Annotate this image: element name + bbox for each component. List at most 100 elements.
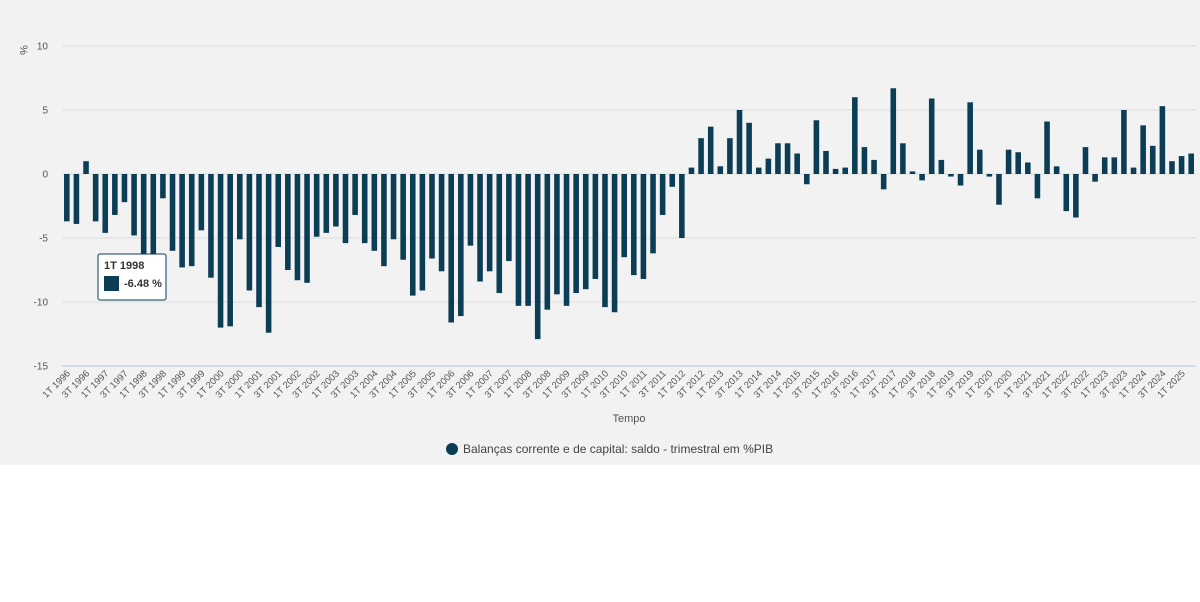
- bar[interactable]: 3T 2009: -9: [582, 174, 589, 290]
- bar[interactable]: 3T 2007: -6.8: [506, 174, 512, 262]
- bar[interactable]: 1T 2011: -8.2: [640, 174, 647, 279]
- bar[interactable]: 3T 1999: -4.4: [198, 174, 205, 231]
- bar[interactable]: 3T 2006: -5.6: [467, 174, 474, 246]
- bar[interactable]: 4T 2019: 1.9: [976, 149, 983, 174]
- bar[interactable]: 3T 2014: 2.4: [775, 143, 781, 174]
- bar[interactable]: 4T 2001: -7.5: [285, 174, 291, 270]
- bar[interactable]: 4T 2016: 2.1: [861, 147, 868, 174]
- bar[interactable]: 3T 2024: 5.3: [1159, 106, 1166, 174]
- bar[interactable]: 1T 2012: -5: [679, 174, 685, 238]
- bar[interactable]: 2T 2007: -9.3: [496, 174, 503, 294]
- bar[interactable]: 2T 2015: -0.8: [804, 174, 810, 185]
- bar[interactable]: 1T 1996: -3.7: [64, 174, 70, 222]
- bar[interactable]: 4T 2009: -8.2: [592, 174, 599, 279]
- bar[interactable]: 4T 1996: -3.7: [92, 174, 99, 222]
- bar[interactable]: 1T 2010: -10.4: [602, 174, 608, 308]
- bar[interactable]: 1T 2003: -4.1: [333, 174, 339, 227]
- bar[interactable]: 4T 2003: -5.4: [361, 174, 368, 244]
- bar[interactable]: 1T 2025: 1.4: [1178, 156, 1185, 174]
- bar[interactable]: 1T 2015: 1.6: [794, 153, 800, 174]
- bar[interactable]: 4T 2024: 1: [1169, 161, 1175, 174]
- bar[interactable]: 1T 2013: 0.6: [717, 166, 724, 174]
- bar[interactable]: 3T 2023: 5: [1121, 110, 1127, 174]
- bar[interactable]: 3T 2012: 2.8: [698, 138, 704, 174]
- bar[interactable]: 4T 2021: 0.6: [1053, 166, 1060, 174]
- bar[interactable]: 4T 2014: 2.4: [784, 143, 791, 174]
- bar[interactable]: 4T 2013: 4: [746, 122, 752, 174]
- bar[interactable]: 2T 1997: -3.2: [112, 174, 118, 215]
- bar[interactable]: 4T 1999: -8.1: [208, 174, 214, 278]
- bar[interactable]: 2T 1996: -3.9: [73, 174, 80, 224]
- bar[interactable]: 3T 2008: -10.6: [544, 174, 551, 310]
- bar[interactable]: 2T 2003: -5.4: [342, 174, 349, 244]
- bar-chart[interactable]: 10 5 0 -5 -10 -15 % 1T 1996: -3.72T 1996: -3.…: [0, 0, 1200, 465]
- bar[interactable]: 1T 2022: -2.9: [1063, 174, 1070, 212]
- bar-series[interactable]: 1T 1996: -3.72T 1996: -3.93T 1996: 14T 1…: [64, 88, 1194, 340]
- bar[interactable]: 1T 1999: -7.3: [179, 174, 185, 268]
- bar[interactable]: 2T 2020: -2.4: [996, 174, 1002, 205]
- bar[interactable]: 3T 2016: 6: [852, 97, 858, 174]
- bar[interactable]: 4T 2012: 3.7: [707, 126, 714, 174]
- bar[interactable]: 1T 2008: -10.3: [525, 174, 531, 306]
- bar[interactable]: 2T 2021: -1.9: [1034, 174, 1041, 199]
- bar[interactable]: 3T 2004: -5.1: [390, 174, 397, 240]
- bar[interactable]: 2T 2016: 0.5: [842, 167, 849, 174]
- bar[interactable]: 2T 2023: 1.3: [1111, 157, 1118, 174]
- bar[interactable]: 2T 2022: -3.4: [1073, 174, 1079, 218]
- bar[interactable]: 1T 2018: 0.2: [909, 171, 916, 174]
- bar[interactable]: 4T 2018: 1.1: [938, 159, 945, 174]
- bar[interactable]: 2T 2017: -1.2: [880, 174, 887, 190]
- bar[interactable]: 4T 2023: 0.5: [1130, 167, 1137, 174]
- bar[interactable]: 1T 2024: 3.8: [1140, 125, 1146, 174]
- bar[interactable]: 1T 2007: -7.6: [486, 174, 493, 272]
- bar[interactable]: 2T 2013: 2.8: [727, 138, 733, 174]
- bar[interactable]: 4T 2015: 1.8: [823, 150, 829, 174]
- bar[interactable]: 1T 2009: -10.3: [563, 174, 570, 306]
- bar[interactable]: 3T 1996: 1: [83, 161, 89, 174]
- bar[interactable]: 3T 2017: 6.7: [890, 88, 897, 174]
- bar[interactable]: 3T 2001: -5.7: [275, 174, 282, 247]
- bar[interactable]: 1T 2020: -0.2: [986, 174, 993, 177]
- bar[interactable]: 3T 2010: -6.5: [621, 174, 627, 258]
- bar[interactable]: 1T 2002: -8.3: [294, 174, 301, 281]
- bar[interactable]: 3T 2019: 5.6: [967, 102, 973, 174]
- bar[interactable]: 3T 2003: -3.2: [352, 174, 358, 215]
- bar[interactable]: 2T 2012: 0.5: [688, 167, 695, 174]
- bar[interactable]: 4T 1997: -4.8: [131, 174, 137, 236]
- bar[interactable]: 1T 2017: 1.1: [871, 159, 877, 174]
- bar[interactable]: 2T 2011: -6.2: [650, 174, 656, 254]
- bar[interactable]: 2T 2004: -7.2: [381, 174, 387, 267]
- bar[interactable]: 2T 2006: -11.1: [458, 174, 464, 317]
- bar[interactable]: 2T 2000: -11.9: [227, 174, 233, 327]
- bar[interactable]: 3T 2005: -6.6: [429, 174, 435, 259]
- bar[interactable]: 2T 2005: -9.1: [419, 174, 426, 291]
- bar[interactable]: 2T 1998: -7.5: [150, 174, 157, 270]
- bar[interactable]: 1T 2000: -12: [217, 174, 224, 328]
- bar[interactable]: 2T 2001: -12.4: [265, 174, 272, 333]
- bar[interactable]: 4T 2005: -7.6: [438, 174, 445, 272]
- bar[interactable]: 1T 2006: -11.6: [448, 174, 454, 323]
- bar[interactable]: 2T 2024: 2.2: [1149, 145, 1156, 174]
- bar[interactable]: 1T 2019: -0.2: [948, 174, 954, 177]
- bar[interactable]: 4T 1998: -6: [169, 174, 176, 251]
- bar[interactable]: 3T 2000: -5.1: [237, 174, 243, 240]
- bar[interactable]: 4T 2004: -6.7: [400, 174, 406, 260]
- bar[interactable]: 1T 2016: 0.4: [832, 168, 839, 174]
- bar[interactable]: 2T 2009: -9.3: [573, 174, 579, 294]
- bar[interactable]: 4T 2011: -1: [669, 174, 676, 187]
- bar[interactable]: 4T 2008: -9.4: [554, 174, 560, 295]
- bar[interactable]: 2T 2025: 1.6: [1188, 153, 1194, 174]
- bar[interactable]: 1T 2021: 0.9: [1025, 162, 1031, 174]
- bar[interactable]: 1T 2005: -9.5: [409, 174, 416, 296]
- bar[interactable]: 3T 2015: 4.2: [813, 120, 820, 174]
- bar[interactable]: 4T 2022: -0.6: [1092, 174, 1098, 182]
- bar[interactable]: 2T 1999: -7.2: [188, 174, 195, 267]
- bar[interactable]: 2T 2002: -8.5: [304, 174, 310, 283]
- bar[interactable]: 1T 2001: -10.4: [256, 174, 262, 308]
- bar[interactable]: 2T 2019: -0.9: [957, 174, 964, 186]
- bar[interactable]: 2T 2008: -12.9: [534, 174, 541, 340]
- bar[interactable]: 2T 2010: -10.8: [611, 174, 618, 313]
- bar[interactable]: 4T 2010: -7.9: [631, 174, 637, 276]
- bar[interactable]: 4T 2020: 1.7: [1015, 152, 1021, 174]
- bar[interactable]: 1T 2023: 1.3: [1101, 157, 1108, 174]
